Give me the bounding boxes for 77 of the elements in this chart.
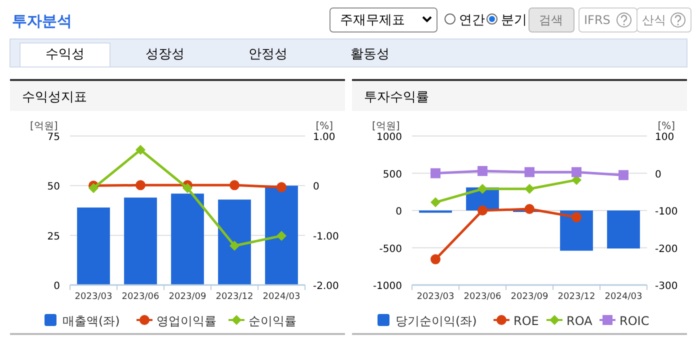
bar: [171, 194, 204, 285]
point: [230, 180, 240, 190]
x-tick-label: 2023/12: [216, 292, 254, 302]
y-tick-label: 0: [54, 281, 60, 292]
point: [478, 166, 488, 176]
y-tick-label: 75: [47, 132, 60, 143]
point: [524, 167, 534, 178]
legend-label: 당기순이익(좌): [396, 314, 477, 328]
y2-tick-label: 100: [655, 132, 674, 143]
y-tick-label: 500: [382, 169, 402, 180]
x-tick-label: 2023/03: [416, 292, 454, 302]
legend-label: 영업이익률: [156, 314, 216, 328]
y-tick-label: -1000: [372, 281, 402, 292]
point: [430, 168, 440, 178]
y2-tick-label: -300: [655, 281, 678, 292]
point: [618, 170, 628, 180]
text: 연간: [459, 13, 485, 28]
y2-tick-label: -100: [655, 206, 678, 218]
point: [430, 254, 440, 264]
text: 안정성: [248, 47, 288, 62]
chart-title: 수익성지표: [22, 90, 87, 105]
y-tick-label: -500: [379, 244, 402, 255]
x-tick-label: 2023/06: [464, 292, 502, 302]
point: [230, 240, 240, 251]
y-tick-label: 25: [47, 231, 60, 242]
point: [136, 180, 146, 190]
text: 검색: [539, 13, 563, 27]
y-tick-label: 1000: [376, 132, 402, 143]
y2-tick-label: 1.00: [313, 132, 336, 143]
point: [572, 212, 582, 222]
y2-axis-title: [%]: [658, 121, 676, 132]
point: [182, 183, 192, 194]
legend-label: ROIC: [620, 314, 650, 328]
x-tick-label: 2023/09: [510, 292, 548, 302]
point: [524, 184, 534, 194]
text: 주재무제표: [340, 13, 405, 28]
y-tick-label: 50: [47, 182, 60, 193]
text: 수익성: [46, 47, 84, 62]
x-tick-label: 2024/03: [262, 292, 300, 302]
text: 분기: [501, 13, 527, 28]
bar: [77, 208, 110, 285]
legend-label: ROE: [514, 314, 539, 328]
point: [88, 183, 98, 194]
x-tick-label: 2023/09: [168, 292, 206, 302]
text: 성장성: [146, 47, 184, 62]
x-tick-label: 2023/12: [558, 292, 596, 302]
x-tick-label: 2023/03: [74, 292, 112, 302]
x-tick-label: 2024/03: [604, 292, 642, 302]
y-tick-label: 0: [396, 206, 402, 218]
point: [524, 204, 534, 214]
bar: [218, 200, 251, 285]
legend-label: ROA: [566, 314, 594, 328]
y2-tick-label: 0: [313, 182, 320, 193]
y2-tick-label: -1.00: [313, 231, 339, 242]
point: [276, 182, 286, 192]
y2-tick-label: -2.00: [313, 281, 339, 292]
legend-label: 순이익률: [248, 314, 296, 328]
point: [478, 184, 488, 194]
y2-tick-label: 0: [655, 169, 662, 180]
y-axis-title: [억원]: [30, 121, 58, 132]
point: [430, 197, 440, 208]
point: [478, 206, 488, 216]
point: [136, 144, 146, 155]
point: [276, 230, 286, 241]
bar: [124, 198, 157, 285]
chart-title: 투자수익률: [364, 90, 429, 105]
x-tick-label: 2023/06: [122, 292, 160, 302]
text: 산식: [642, 13, 666, 27]
y2-axis-title: [%]: [316, 121, 334, 132]
point: [572, 167, 582, 178]
y-axis-title: [억원]: [372, 121, 400, 132]
y2-tick-label: -200: [655, 244, 678, 255]
text: IFRS: [584, 13, 610, 27]
text: 활동성: [350, 47, 390, 62]
text: 투자분석: [12, 12, 72, 30]
bar: [265, 186, 298, 285]
legend-label: 매출액(좌): [62, 314, 120, 328]
